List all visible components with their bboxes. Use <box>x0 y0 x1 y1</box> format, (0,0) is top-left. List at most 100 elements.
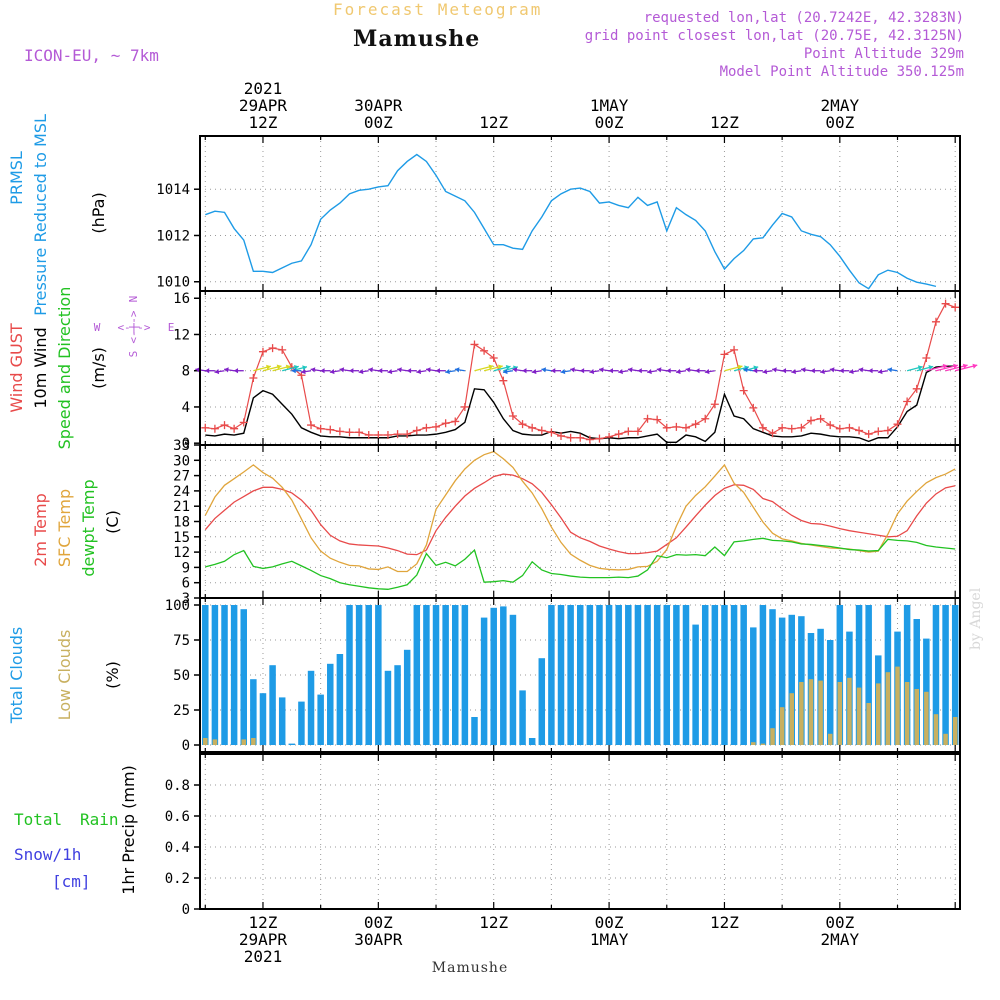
wind-arrow-head <box>858 367 864 373</box>
total-clouds-bar <box>740 605 747 745</box>
precip-total-label: Total <box>14 810 62 829</box>
low-clouds-bar <box>924 691 929 745</box>
time-label-top: 12Z <box>479 113 508 132</box>
total-clouds-bar <box>327 663 334 745</box>
total-clouds-bar <box>211 605 219 745</box>
wind-arrow-head <box>397 367 402 373</box>
wind-label: 10m Wind <box>31 327 50 408</box>
wind-arrow-head <box>599 367 604 373</box>
y-tick-label: 27 <box>173 469 190 485</box>
wind-dir-label: Speed and Direction <box>55 287 74 450</box>
y-tick-label: 12 <box>173 545 190 561</box>
total-clouds-bar <box>567 605 574 745</box>
y-tick-label: 12 <box>173 327 190 343</box>
wind-arrow-head <box>320 368 325 374</box>
wind-arrow-head <box>849 369 854 375</box>
low-clouds-bar <box>876 683 881 745</box>
wind-arrow-head <box>291 368 296 374</box>
wind-speed-line <box>205 365 956 443</box>
gust-marker <box>249 373 258 382</box>
gust-marker <box>210 424 219 433</box>
grid-point-coords: grid point closest lon,lat (20.75E, 42.3… <box>584 28 964 44</box>
low-clouds-bar <box>779 707 785 745</box>
wind-arrow-head <box>435 368 440 374</box>
compass-n: N <box>127 296 140 303</box>
total-clouds-bar <box>298 701 305 745</box>
time-label-bottom: 12Z <box>479 913 508 932</box>
wind-arrow-head <box>329 369 335 375</box>
y-tick-label: 1010 <box>156 275 190 291</box>
y-tick-label: 0 <box>182 738 190 754</box>
wind-arrow-head <box>647 369 652 375</box>
compass-s: S <box>127 351 140 358</box>
gust-marker <box>893 420 902 429</box>
wind-arrow-head <box>637 368 642 374</box>
gust-marker <box>460 402 469 411</box>
wind-arrow-head <box>704 369 710 375</box>
gust-marker <box>220 421 229 430</box>
gust-marker <box>681 423 690 432</box>
total-clouds-bar <box>240 609 247 745</box>
total-clouds-bar <box>788 614 796 745</box>
total-clouds-bar <box>221 605 228 745</box>
wind-arrow-head <box>505 364 511 370</box>
gust-marker <box>691 420 700 429</box>
time-label-bottom: 00Z <box>595 913 624 932</box>
y-tick-label: 24 <box>173 484 190 500</box>
y-tick-label: 0 <box>182 436 190 452</box>
dewpt-line <box>205 537 956 590</box>
time-label-top: 2MAY <box>821 96 860 115</box>
total-clouds-bar <box>653 605 661 745</box>
wind-arrow-head <box>339 367 345 373</box>
wind-arrow-head <box>541 367 547 373</box>
gust-marker <box>730 345 739 354</box>
wind-arrow-head <box>579 368 585 374</box>
y-tick-label: 16 <box>173 291 190 307</box>
time-label-top: 12Z <box>249 113 278 132</box>
gust-marker <box>758 423 767 432</box>
wind-arrow-head <box>666 368 671 374</box>
wind-arrow-head <box>512 367 518 373</box>
gust-marker <box>528 423 537 432</box>
total-clouds-bar <box>663 605 671 745</box>
gust-marker <box>307 421 316 430</box>
wind-arrow-head <box>762 369 768 375</box>
y-tick-label: 1014 <box>156 182 190 198</box>
wind-arrow-head <box>454 367 460 373</box>
total-clouds-bar <box>259 693 267 745</box>
total-clouds-bar <box>932 605 940 745</box>
gust-marker <box>931 317 940 326</box>
wind-arrow-head <box>488 364 494 370</box>
gust-marker <box>403 430 412 439</box>
precip-unit: 1hr Precip (mm) <box>119 765 138 895</box>
wind-arrow-head <box>656 367 662 373</box>
wind-arrow-head <box>445 369 450 375</box>
gust-label: Wind GUST <box>7 323 26 413</box>
low-clouds-bar <box>760 743 766 745</box>
wind-arrow-head <box>406 368 412 374</box>
y-tick-label: 50 <box>173 668 190 684</box>
total-clouds-bar <box>615 605 622 745</box>
low-clouds-bar <box>866 703 871 745</box>
wind-arrow-head <box>224 367 229 373</box>
wind-arrow-head <box>743 367 748 373</box>
gust-marker <box>451 417 460 426</box>
time-label-bottom: 29APR <box>239 930 288 949</box>
total-clouds-bar <box>528 738 536 745</box>
chart-title: Mamushe <box>353 26 481 52</box>
wind-arrow-head <box>497 364 503 370</box>
wind-arrow-head <box>285 364 291 370</box>
y-tick-label: 0 <box>182 902 190 918</box>
time-label-top: 29APR <box>239 96 288 115</box>
wind-arrow-head <box>695 368 700 374</box>
gust-marker <box>614 430 623 439</box>
low-clouds-bar <box>799 682 804 745</box>
wind-arrow-head <box>302 365 307 371</box>
wind-arrow-head <box>685 367 691 373</box>
wind-arrow-head <box>560 369 566 375</box>
total-clouds-bar <box>701 605 709 745</box>
y-tick-label: 1012 <box>156 228 190 244</box>
credit-watermark: by Angel <box>968 587 984 650</box>
gust-marker <box>470 340 479 349</box>
wind-arrow-head <box>887 367 893 373</box>
